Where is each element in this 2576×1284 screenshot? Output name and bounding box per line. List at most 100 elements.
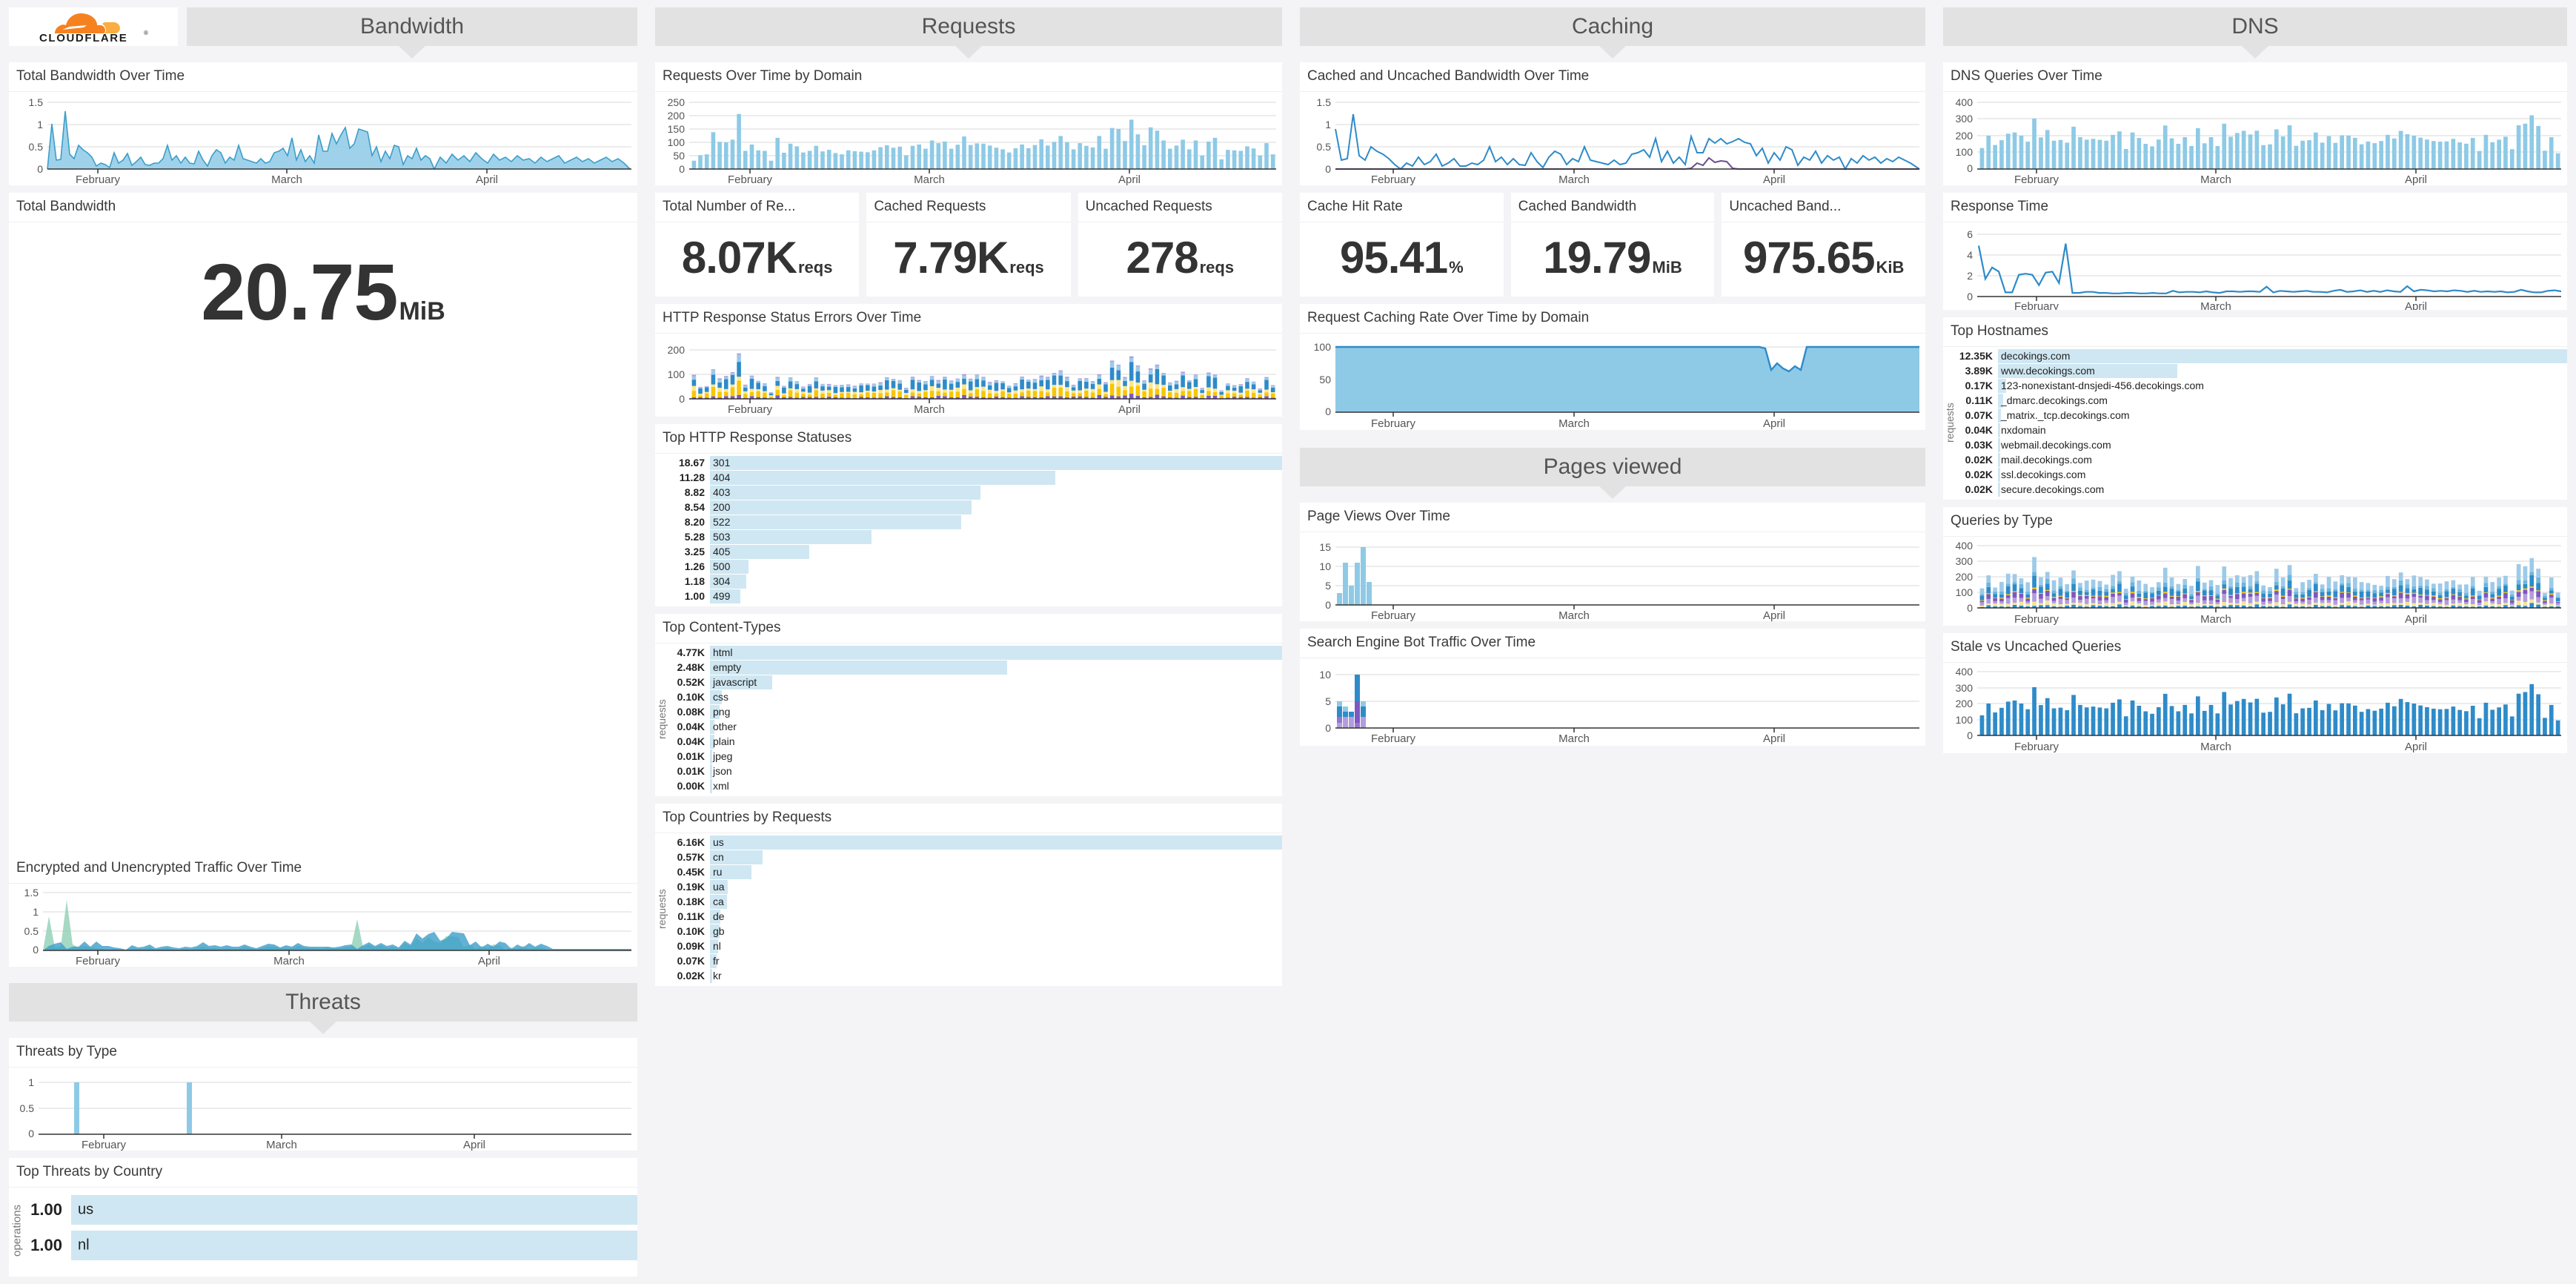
bar bbox=[2353, 705, 2357, 735]
bar bbox=[2431, 708, 2436, 735]
bar-segment bbox=[2372, 604, 2377, 606]
list-item[interactable]: 0.19K ua bbox=[668, 879, 1282, 894]
list-item[interactable]: 0.07K _matrix._tcp.decokings.com bbox=[1956, 408, 2567, 423]
svg-text:100: 100 bbox=[1956, 146, 1974, 158]
bar bbox=[1078, 143, 1082, 169]
list-item-bar bbox=[710, 924, 720, 939]
list-item[interactable]: 0.57K cn bbox=[668, 850, 1282, 864]
list-item[interactable]: 8.54 200 bbox=[668, 500, 1282, 514]
bar-segment bbox=[1986, 593, 1991, 595]
list-item[interactable]: 3.25 405 bbox=[668, 544, 1282, 559]
bar-segment bbox=[1006, 385, 1012, 388]
bar-segment bbox=[2346, 598, 2351, 602]
list-item[interactable]: 0.01K json bbox=[668, 764, 1282, 778]
list-item[interactable]: 3.89K www.decokings.com bbox=[1956, 363, 2567, 378]
bar-segment bbox=[2254, 601, 2260, 605]
list-item[interactable]: 0.02K kr bbox=[668, 968, 1282, 983]
list-item[interactable]: 0.00K xml bbox=[668, 778, 1282, 793]
bar-segment bbox=[2359, 591, 2364, 598]
bar-segment bbox=[2091, 587, 2096, 589]
bar-segment bbox=[2248, 603, 2253, 606]
bar-segment bbox=[2169, 589, 2174, 596]
bar-segment bbox=[2241, 605, 2246, 608]
bar-segment bbox=[2176, 597, 2181, 601]
list-item[interactable]: 0.10K css bbox=[668, 689, 1282, 704]
bar bbox=[2104, 140, 2109, 170]
bar-segment bbox=[2398, 592, 2403, 598]
list-item[interactable]: 0.01K jpeg bbox=[668, 749, 1282, 764]
bar-segment bbox=[852, 391, 857, 394]
bar-segment bbox=[955, 382, 960, 388]
bar-segment bbox=[2235, 575, 2240, 583]
section-banner-threats[interactable]: Threats bbox=[9, 983, 637, 1022]
list-item[interactable]: 0.52K javascript bbox=[668, 675, 1282, 689]
bar-segment bbox=[2254, 593, 2260, 596]
list-item[interactable]: 0.04K nxdomain bbox=[1956, 423, 2567, 437]
list-item[interactable]: 0.11K _dmarc.decokings.com bbox=[1956, 393, 2567, 408]
section-banner-bandwidth[interactable]: Bandwidth bbox=[187, 7, 637, 46]
panel-encrypted-unencrypted-traffic: Encrypted and Unencrypted Traffic Over T… bbox=[9, 854, 637, 967]
bar-segment bbox=[917, 391, 921, 394]
xtick-february: February bbox=[1371, 417, 1416, 430]
bar-segment bbox=[1142, 397, 1146, 399]
bar-segment bbox=[2182, 598, 2188, 602]
bar-segment bbox=[782, 397, 786, 399]
bar-segment bbox=[2477, 595, 2482, 596]
panel-queries-by-type: Queries by Type 400 300 200 100 0 bbox=[1943, 507, 2567, 626]
bar-segment bbox=[968, 396, 973, 399]
list-item[interactable]: 18.67 301 bbox=[668, 455, 1282, 470]
list-item[interactable]: 0.07K fr bbox=[668, 953, 1282, 968]
list-item[interactable]: 8.20 522 bbox=[668, 514, 1282, 529]
panel-requests-over-time-by-domain: Requests Over Time by Domain 250 200 150… bbox=[655, 62, 1282, 185]
list-item[interactable]: 0.08K png bbox=[668, 704, 1282, 719]
bar-segment bbox=[2169, 599, 2174, 604]
list-item[interactable]: 11.28 404 bbox=[668, 470, 1282, 485]
list-item[interactable]: 1.18 304 bbox=[668, 574, 1282, 589]
bar-segment bbox=[2287, 604, 2292, 608]
bar-segment bbox=[2307, 580, 2311, 589]
svg-text:2: 2 bbox=[1967, 270, 1973, 282]
list-item[interactable]: 0.03K webmail.decokings.com bbox=[1956, 437, 2567, 452]
bar-segment bbox=[904, 390, 909, 393]
section-banner-caching[interactable]: Caching bbox=[1300, 7, 1925, 46]
list-item[interactable]: 0.02K secure.decokings.com bbox=[1956, 482, 2567, 497]
list-item[interactable]: 8.82 403 bbox=[668, 485, 1282, 500]
bar-segment bbox=[2189, 604, 2194, 607]
bar-segment bbox=[968, 393, 973, 397]
list-item[interactable]: 4.77K html bbox=[668, 645, 1282, 660]
list-item[interactable]: 0.04K other bbox=[668, 719, 1282, 734]
xtick-april: April bbox=[1118, 173, 1141, 185]
list-item[interactable]: 0.18K ca bbox=[668, 894, 1282, 909]
list-item[interactable]: 1.00 nl bbox=[25, 1231, 637, 1260]
list-item[interactable]: 12.35K decokings.com bbox=[1956, 348, 2567, 363]
list-item[interactable]: 0.02K ssl.decokings.com bbox=[1956, 467, 2567, 482]
list-item[interactable]: 0.45K ru bbox=[668, 864, 1282, 879]
bar-segment bbox=[2196, 595, 2200, 603]
bar-segment bbox=[2150, 592, 2154, 594]
bar-segment bbox=[717, 397, 722, 399]
list-item[interactable]: 6.16K us bbox=[668, 835, 1282, 850]
bar-segment bbox=[840, 393, 844, 398]
list-item[interactable]: 0.17K 123-nonexistant-dnsjedi-456.decokin… bbox=[1956, 378, 2567, 393]
list-item[interactable]: 1.00 us bbox=[25, 1195, 637, 1225]
list-item-label: us bbox=[713, 836, 724, 848]
bar-segment bbox=[2287, 575, 2292, 581]
list-item[interactable]: 0.11K de bbox=[668, 909, 1282, 924]
bar-segment bbox=[2045, 590, 2050, 596]
bar-segment bbox=[2516, 592, 2521, 598]
list-item[interactable]: 0.10K gb bbox=[668, 924, 1282, 939]
list-item[interactable]: 0.09K nl bbox=[668, 939, 1282, 953]
section-banner-dns[interactable]: DNS bbox=[1943, 7, 2567, 46]
bar bbox=[2202, 710, 2207, 735]
list-item[interactable]: 2.48K empty bbox=[668, 660, 1282, 675]
section-banner-pages-viewed[interactable]: Pages viewed bbox=[1300, 448, 1925, 486]
bar-segment bbox=[749, 388, 754, 392]
bar-segment bbox=[929, 380, 935, 386]
list-item[interactable]: 5.28 503 bbox=[668, 529, 1282, 544]
bar-segment bbox=[2353, 595, 2357, 597]
list-item[interactable]: 0.04K plain bbox=[668, 734, 1282, 749]
list-item[interactable]: 1.00 499 bbox=[668, 589, 1282, 603]
section-banner-requests[interactable]: Requests bbox=[655, 7, 1282, 46]
list-item[interactable]: 0.02K mail.decokings.com bbox=[1956, 452, 2567, 467]
list-item[interactable]: 1.26 500 bbox=[668, 559, 1282, 574]
